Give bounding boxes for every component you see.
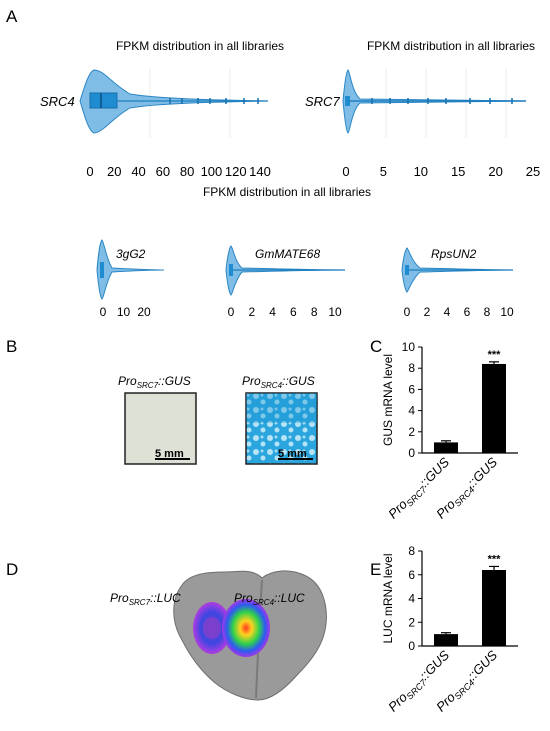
axis-ticks-rpsun2: 0 2 4 6 8 10 bbox=[404, 305, 514, 319]
panel-letter-d: D bbox=[6, 560, 18, 579]
axis-tick-label: 40 bbox=[131, 164, 145, 179]
axis-tick-label: 0 bbox=[404, 305, 411, 319]
axis-tick-label: 25 bbox=[526, 164, 540, 179]
axis-tick-label: 10 bbox=[500, 305, 514, 319]
axis-ticks-src7: 0 5 10 15 20 25 bbox=[342, 164, 540, 179]
significance-mark: *** bbox=[488, 349, 502, 361]
y-tick-label: 4 bbox=[408, 404, 415, 418]
axis-ticks-gmmate68: 0 2 4 6 8 10 bbox=[228, 305, 342, 319]
axis-tick-label: 2 bbox=[424, 305, 431, 319]
axis-tick-label: 4 bbox=[444, 305, 451, 319]
gus-image-src4 bbox=[245, 392, 318, 465]
axis-tick-label: 120 bbox=[225, 164, 247, 179]
scale-label-src7: 5 mm bbox=[155, 448, 184, 460]
panel-a-title-right: FPKM distribution in all libraries bbox=[367, 39, 535, 53]
y-tick-label: 0 bbox=[408, 639, 415, 653]
axis-tick-label: 60 bbox=[156, 164, 170, 179]
axis-ticks-3gg2: 0 10 20 bbox=[100, 305, 151, 319]
axis-tick-label: 100 bbox=[201, 164, 223, 179]
axis-tick-label: 0 bbox=[100, 305, 107, 319]
axis-tick-label: 0 bbox=[86, 164, 93, 179]
leaf-luc-image bbox=[173, 570, 327, 701]
axis-tick-label: 20 bbox=[137, 305, 151, 319]
axis-tick-label: 10 bbox=[328, 305, 342, 319]
axis-tick-label: 15 bbox=[451, 164, 465, 179]
gene-label-3gg2: 3gG2 bbox=[116, 247, 146, 261]
panel-letter-b: B bbox=[6, 337, 17, 356]
y-tick-label: 10 bbox=[402, 340, 416, 354]
axis-tick-label: 0 bbox=[228, 305, 235, 319]
gus-label-src4: ProSRC4::GUS bbox=[242, 374, 315, 390]
y-tick-label: 6 bbox=[408, 382, 415, 396]
gene-label-src7: SRC7 bbox=[305, 94, 340, 109]
luc-label-src4: ProSRC4::LUC bbox=[234, 591, 305, 607]
y-tick-label: 8 bbox=[408, 544, 415, 558]
y-tick-label: 0 bbox=[408, 446, 415, 460]
axis-tick-label: 10 bbox=[117, 305, 131, 319]
axis-tick-label: 20 bbox=[488, 164, 502, 179]
gus-image-src7 bbox=[124, 392, 197, 465]
axis-tick-label: 80 bbox=[180, 164, 194, 179]
bar bbox=[482, 363, 506, 453]
axis-tick-label: 4 bbox=[269, 305, 276, 319]
axis-tick-label: 8 bbox=[484, 305, 491, 319]
panel-letter-e: E bbox=[370, 560, 381, 579]
axis-tick-label: 6 bbox=[290, 305, 297, 319]
panel-a-title-bottom: FPKM distribution in all libraries bbox=[203, 185, 371, 199]
y-axis-label: GUS mRNA level bbox=[381, 354, 395, 446]
bar bbox=[482, 570, 506, 646]
gene-label-rpsun2: RpsUN2 bbox=[431, 247, 477, 261]
significance-mark: *** bbox=[488, 553, 502, 565]
violin-src7 bbox=[342, 68, 527, 138]
violin-rpsun2 bbox=[401, 247, 514, 293]
axis-tick-label: 2 bbox=[248, 305, 255, 319]
violin-src4 bbox=[79, 68, 269, 138]
y-tick-label: 6 bbox=[408, 568, 415, 582]
axis-tick-label: 0 bbox=[342, 164, 349, 179]
panel-a-title-left: FPKM distribution in all libraries bbox=[116, 39, 284, 53]
axis-tick-label: 5 bbox=[380, 164, 387, 179]
violin-3gg2 bbox=[96, 239, 165, 300]
y-tick-label: 2 bbox=[408, 425, 415, 439]
luc-label-src7: ProSRC7::LUC bbox=[110, 591, 181, 607]
gene-label-gmmate68: GmMATE68 bbox=[255, 247, 320, 261]
panel-letter-c: C bbox=[370, 337, 382, 356]
scale-label-src4: 5 mm bbox=[278, 448, 307, 460]
axis-tick-label: 8 bbox=[311, 305, 318, 319]
y-tick-label: 2 bbox=[408, 615, 415, 629]
y-axis-label: LUC mRNA level bbox=[381, 553, 395, 643]
axis-tick-label: 140 bbox=[249, 164, 271, 179]
y-tick-label: 8 bbox=[408, 361, 415, 375]
gus-label-src7: ProSRC7::GUS bbox=[118, 374, 191, 390]
bar bbox=[434, 442, 458, 453]
axis-tick-label: 6 bbox=[464, 305, 471, 319]
violin-gmmate68 bbox=[225, 245, 346, 296]
bar bbox=[434, 634, 458, 646]
panel-letter-a: A bbox=[6, 7, 18, 26]
axis-tick-label: 10 bbox=[414, 164, 428, 179]
y-tick-label: 4 bbox=[408, 592, 415, 606]
axis-tick-label: 20 bbox=[107, 164, 121, 179]
axis-ticks-src4: 0 20 40 60 80 100 120 140 bbox=[86, 164, 270, 179]
gene-label-src4: SRC4 bbox=[40, 94, 75, 109]
